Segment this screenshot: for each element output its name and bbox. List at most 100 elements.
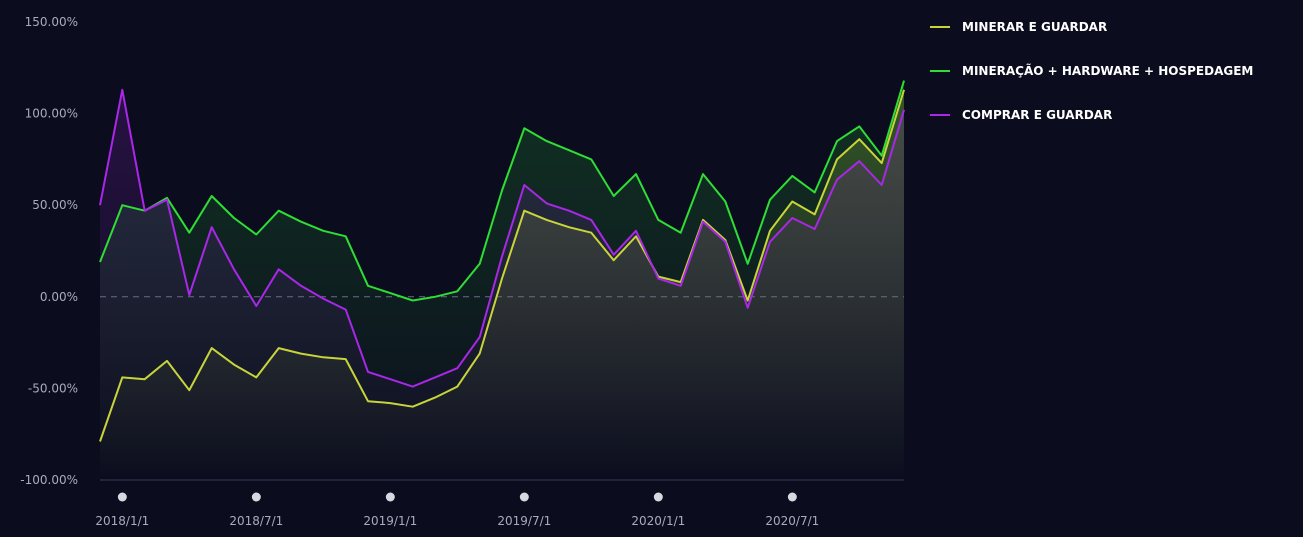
legend-label: MINERAR E GUARDAR bbox=[962, 20, 1107, 34]
data-point bbox=[790, 216, 794, 220]
legend-item-2: MINERAÇÃO + HARDWARE + HOSPEDAGEM bbox=[930, 63, 1253, 78]
x-tick-label: 2020/1/1 bbox=[631, 514, 685, 528]
data-point bbox=[232, 363, 236, 367]
data-point bbox=[143, 209, 147, 213]
data-point bbox=[232, 267, 236, 271]
data-point bbox=[612, 194, 616, 198]
data-point bbox=[210, 194, 214, 198]
data-point bbox=[344, 357, 348, 361]
data-point bbox=[634, 229, 638, 233]
data-point bbox=[165, 198, 169, 202]
data-point bbox=[344, 234, 348, 238]
data-point bbox=[790, 174, 794, 178]
data-point bbox=[857, 159, 861, 163]
data-point bbox=[98, 260, 102, 264]
data-point bbox=[857, 137, 861, 141]
data-point bbox=[411, 405, 415, 409]
data-point bbox=[790, 200, 794, 204]
x-tick-label: 2020/7/1 bbox=[765, 514, 819, 528]
x-tick-marker bbox=[117, 492, 127, 502]
data-point bbox=[388, 401, 392, 405]
data-point bbox=[746, 306, 750, 310]
data-point bbox=[545, 218, 549, 222]
y-tick-label: 150.00% bbox=[25, 15, 78, 29]
data-point bbox=[656, 218, 660, 222]
data-point bbox=[366, 399, 370, 403]
data-point bbox=[344, 308, 348, 312]
data-point bbox=[254, 375, 258, 379]
data-point bbox=[388, 291, 392, 295]
data-point bbox=[522, 126, 526, 130]
data-point bbox=[478, 262, 482, 266]
data-point bbox=[567, 225, 571, 229]
data-point bbox=[299, 352, 303, 356]
data-point bbox=[634, 172, 638, 176]
data-point bbox=[366, 284, 370, 288]
data-point bbox=[433, 295, 437, 299]
series-line-1 bbox=[99, 89, 905, 442]
x-tick-marker bbox=[251, 492, 261, 502]
data-point bbox=[902, 79, 906, 83]
legend-item-1: MINERAR E GUARDAR bbox=[930, 20, 1107, 34]
data-point bbox=[210, 225, 214, 229]
data-point bbox=[589, 231, 593, 235]
data-point bbox=[612, 258, 616, 262]
data-point bbox=[98, 440, 102, 444]
data-point bbox=[433, 396, 437, 400]
data-point bbox=[656, 276, 660, 280]
data-point bbox=[545, 139, 549, 143]
series-line-2 bbox=[99, 80, 905, 302]
data-point bbox=[679, 231, 683, 235]
data-point bbox=[522, 209, 526, 213]
data-point bbox=[902, 108, 906, 112]
data-point bbox=[500, 276, 504, 280]
data-point bbox=[388, 377, 392, 381]
data-point bbox=[187, 231, 191, 235]
data-point bbox=[277, 267, 281, 271]
data-point bbox=[478, 352, 482, 356]
data-point bbox=[589, 157, 593, 161]
data-point bbox=[120, 203, 124, 207]
series-area-3 bbox=[100, 89, 904, 481]
data-point bbox=[299, 220, 303, 224]
data-point bbox=[165, 359, 169, 363]
data-point bbox=[768, 240, 772, 244]
data-point bbox=[254, 304, 258, 308]
data-point bbox=[545, 201, 549, 205]
data-point bbox=[187, 388, 191, 392]
data-point bbox=[612, 253, 616, 257]
data-point bbox=[299, 284, 303, 288]
data-point bbox=[679, 284, 683, 288]
data-point bbox=[589, 218, 593, 222]
data-point bbox=[433, 375, 437, 379]
x-tick-marker bbox=[519, 492, 529, 502]
y-tick-label: 50.00% bbox=[32, 198, 78, 212]
data-point bbox=[857, 124, 861, 128]
x-tick-label: 2018/7/1 bbox=[229, 514, 283, 528]
data-point bbox=[768, 198, 772, 202]
x-tick-label: 2019/7/1 bbox=[497, 514, 551, 528]
data-point bbox=[321, 229, 325, 233]
data-point bbox=[98, 203, 102, 207]
data-point bbox=[835, 157, 839, 161]
data-point bbox=[835, 178, 839, 182]
data-point bbox=[813, 227, 817, 231]
data-point bbox=[120, 88, 124, 92]
y-tick-label: 100.00% bbox=[25, 107, 78, 121]
data-point bbox=[723, 200, 727, 204]
y-tick-label: 0.00% bbox=[40, 290, 78, 304]
data-point bbox=[567, 148, 571, 152]
data-point bbox=[210, 346, 214, 350]
data-point bbox=[143, 377, 147, 381]
data-point bbox=[835, 139, 839, 143]
data-point bbox=[478, 335, 482, 339]
data-point bbox=[768, 229, 772, 233]
data-point bbox=[500, 254, 504, 258]
data-point bbox=[232, 216, 236, 220]
data-point bbox=[455, 289, 459, 293]
x-tick-label: 2018/1/1 bbox=[95, 514, 149, 528]
data-point bbox=[277, 209, 281, 213]
data-point bbox=[254, 233, 258, 237]
